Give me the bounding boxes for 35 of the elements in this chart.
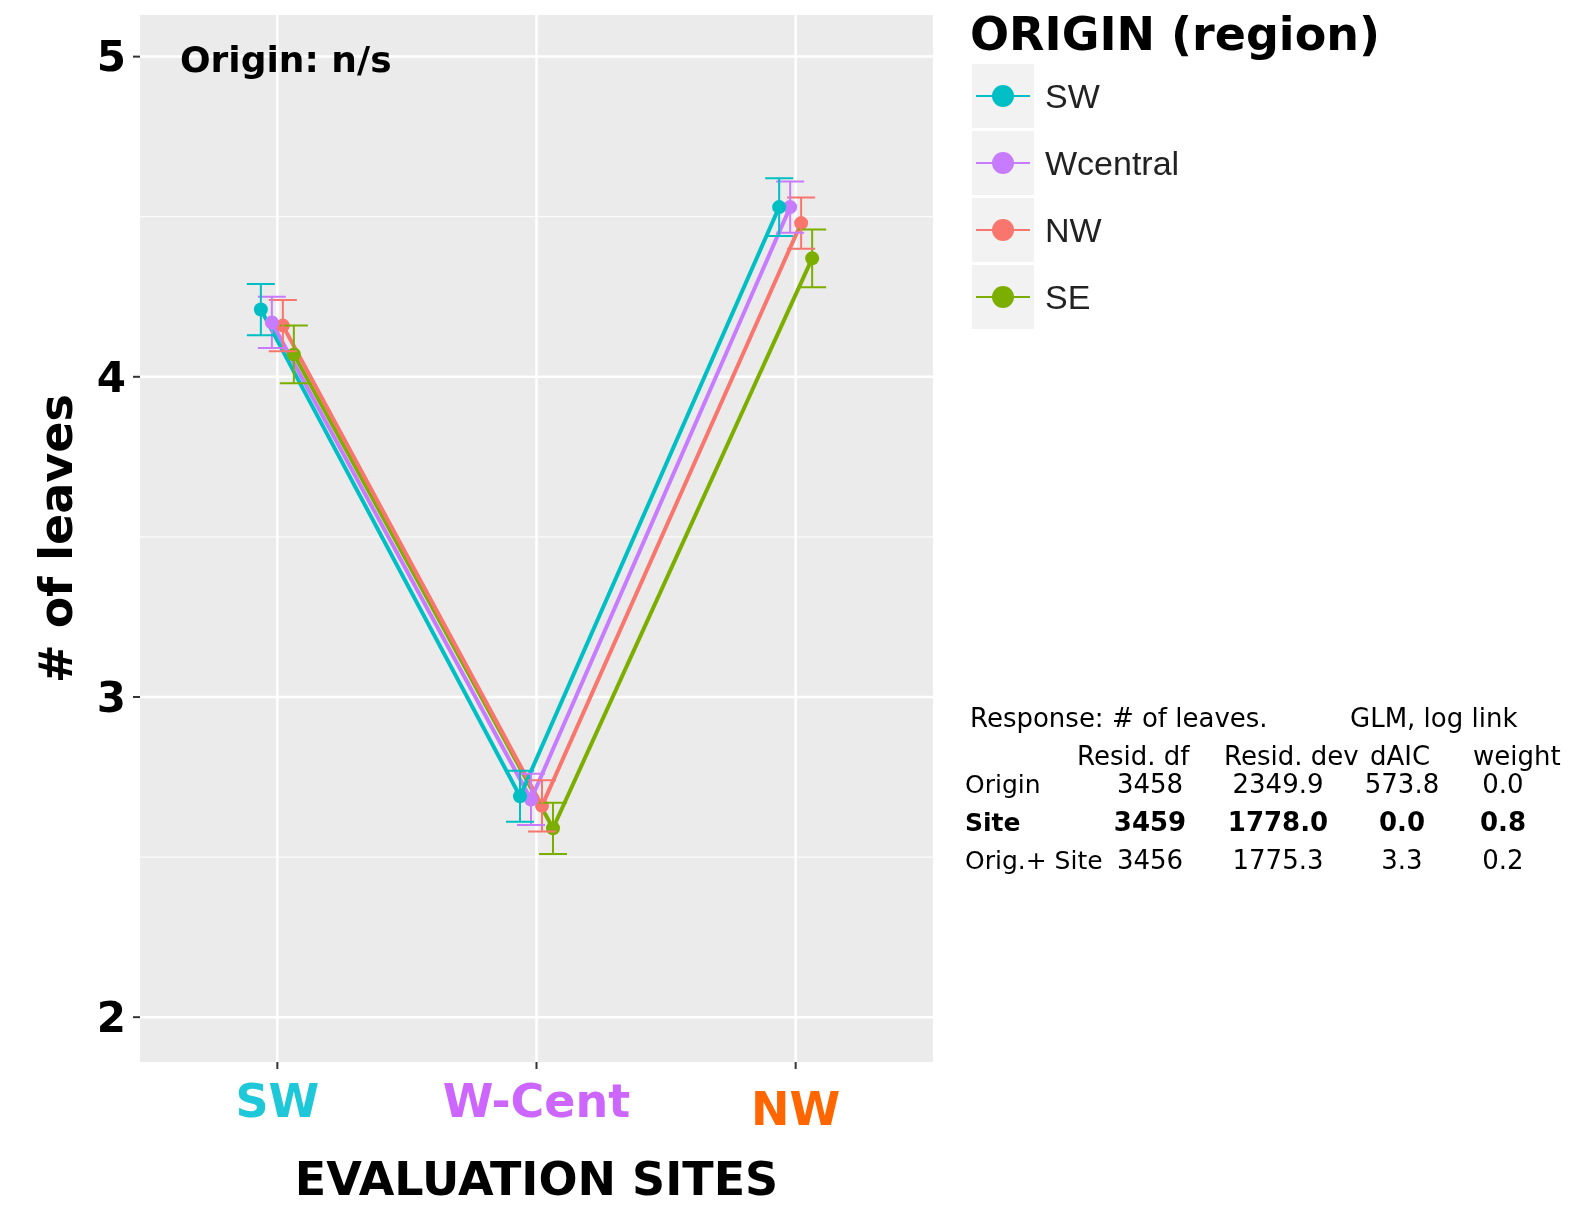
y-tick-label: 4: [96, 352, 126, 402]
annotation: Origin: n/s: [180, 39, 392, 80]
text: 3456: [1116, 845, 1184, 875]
y-tick-label: 2: [96, 992, 126, 1042]
text: 3.3: [1381, 845, 1423, 875]
text: 1775.3: [1232, 845, 1324, 875]
text: weight: [1473, 741, 1561, 771]
text: 0.0: [1378, 807, 1426, 837]
legend-label: SE: [1045, 277, 1091, 316]
legend-title: ORIGIN (region): [970, 7, 1381, 61]
text: Resid. dev: [1224, 741, 1359, 771]
text: Resid. df: [1077, 741, 1191, 771]
text: Origin: [965, 770, 1041, 799]
text: 3458: [1116, 769, 1184, 799]
x-tick-label: W-Cent: [442, 1074, 631, 1128]
legend-label: SW: [1045, 76, 1100, 115]
text: 1778.0: [1227, 807, 1329, 837]
x-tick-label: NW: [751, 1082, 841, 1136]
y-tick-label: 3: [96, 672, 126, 722]
text: 573.8: [1364, 769, 1440, 799]
y-tick-label: 5: [96, 32, 126, 82]
text: 0.2: [1482, 845, 1524, 875]
text: 2349.9: [1232, 769, 1324, 799]
text: Response: # of leaves.: [970, 703, 1268, 733]
text: Site: [965, 808, 1021, 837]
text: Orig.+ Site: [965, 846, 1103, 875]
text: 3459: [1113, 807, 1187, 837]
x-axis-title: EVALUATION SITES: [294, 1152, 779, 1206]
text: GLM, log link: [1350, 703, 1518, 733]
legend-label: NW: [1045, 210, 1102, 249]
text: 0.8: [1479, 807, 1527, 837]
x-tick-label: SW: [235, 1074, 320, 1128]
y-axis-title: # of leaves: [29, 394, 83, 683]
text: dAIC: [1370, 741, 1431, 771]
legend-label: Wcentral: [1045, 143, 1180, 182]
